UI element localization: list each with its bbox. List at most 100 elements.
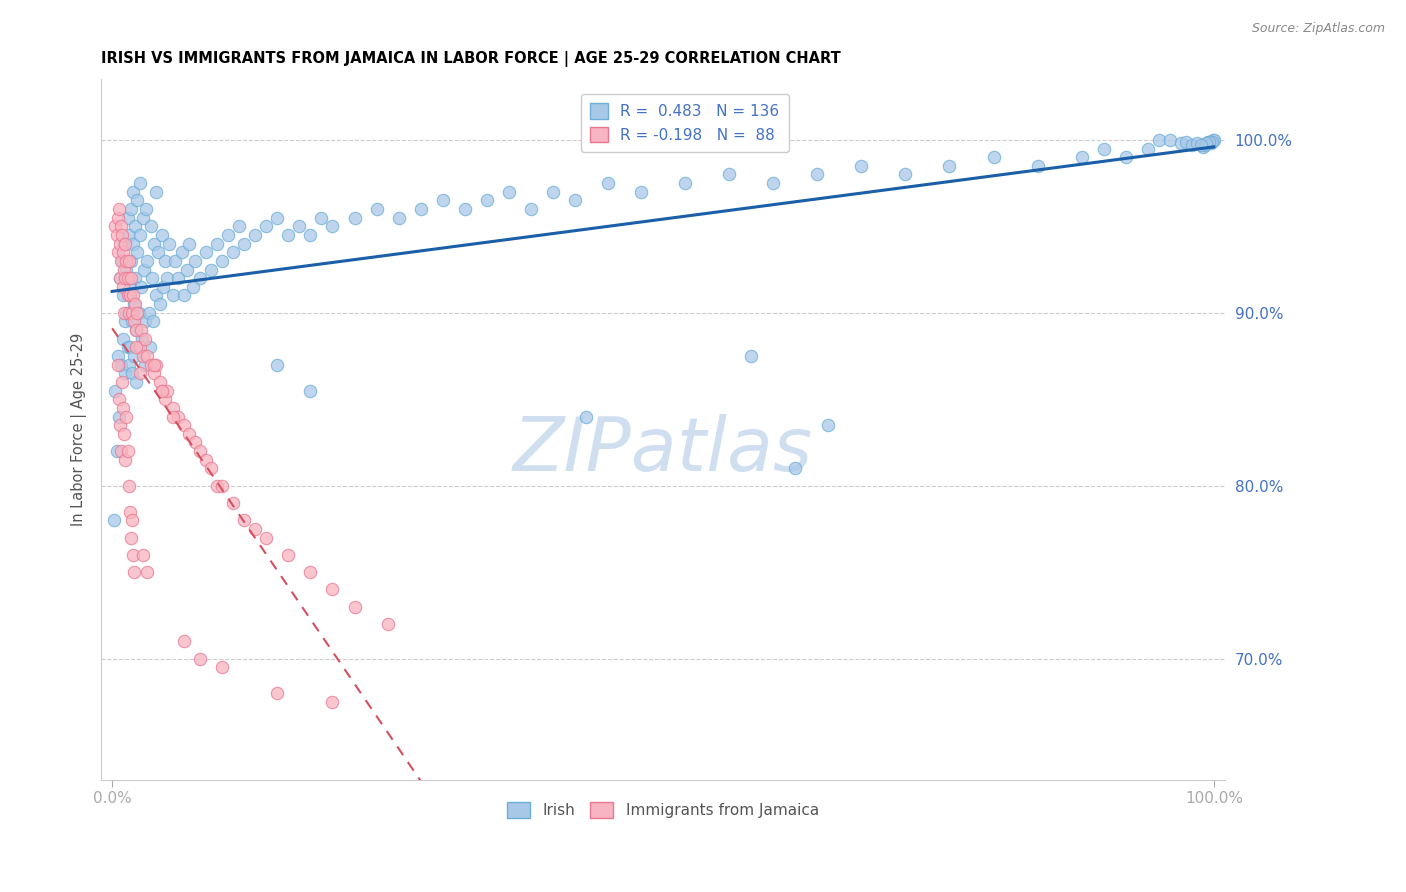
Point [1187,136,1209,151]
Point [167,271,190,285]
Text: Source: ZipAtlas.com: Source: ZipAtlas.com [1251,22,1385,36]
Point [139,219,162,234]
Point [105,444,128,458]
Point [121,366,143,380]
Point [266,211,288,225]
Point [112,280,135,294]
Point [205,478,228,492]
Point [938,159,960,173]
Point [1070,150,1092,164]
Point [104,384,127,398]
Point [520,202,543,216]
Point [120,531,142,545]
Point [127,245,149,260]
Point [179,236,201,251]
Point [110,358,132,372]
Point [138,306,160,320]
Point [107,211,129,225]
Point [132,262,155,277]
Point [156,271,179,285]
Point [277,227,299,242]
Point [124,271,146,285]
Point [112,236,135,251]
Point [112,245,135,260]
Point [141,271,163,285]
Point [498,185,520,199]
Point [150,384,173,398]
Point [184,435,207,450]
Point [162,288,184,302]
Point [142,314,165,328]
Point [222,496,245,510]
Point [110,444,132,458]
Point [184,253,207,268]
Point [122,349,145,363]
Point [894,168,917,182]
Point [114,452,136,467]
Point [1197,135,1219,149]
Point [299,565,322,579]
Point [128,176,150,190]
Point [245,227,267,242]
Point [1189,138,1212,153]
Point [143,358,166,372]
Point [114,366,136,380]
Point [596,176,619,190]
Point [118,505,141,519]
Point [277,548,299,562]
Point [107,202,129,216]
Point [136,349,159,363]
Point [118,306,141,320]
Point [1175,135,1198,149]
Point [1136,141,1159,155]
Point [1198,135,1220,149]
Point [343,599,366,614]
Point [148,375,170,389]
Point [288,219,311,234]
Point [128,340,150,354]
Point [111,253,134,268]
Point [266,686,288,700]
Point [188,444,211,458]
Point [167,409,190,424]
Point [128,227,150,242]
Point [475,194,498,208]
Point [194,245,217,260]
Point [145,358,167,372]
Point [194,452,217,467]
Point [432,194,454,208]
Point [117,288,139,302]
Point [217,227,239,242]
Point [162,409,184,424]
Point [153,253,176,268]
Point [108,271,131,285]
Point [245,522,267,536]
Point [541,185,564,199]
Point [120,271,142,285]
Point [110,219,132,234]
Point [125,340,148,354]
Point [122,314,145,328]
Point [110,253,132,268]
Point [211,478,233,492]
Point [1202,133,1225,147]
Point [121,513,143,527]
Point [299,227,322,242]
Point [115,306,138,320]
Point [148,245,170,260]
Point [114,314,136,328]
Point [136,565,159,579]
Point [127,306,149,320]
Point [136,253,159,268]
Point [128,306,150,320]
Point [806,168,828,182]
Point [115,253,138,268]
Point [143,366,166,380]
Y-axis label: In Labor Force | Age 25-29: In Labor Force | Age 25-29 [72,333,87,526]
Point [266,358,288,372]
Point [145,185,167,199]
Point [851,159,873,173]
Point [1194,138,1216,153]
Point [983,150,1005,164]
Point [134,358,156,372]
